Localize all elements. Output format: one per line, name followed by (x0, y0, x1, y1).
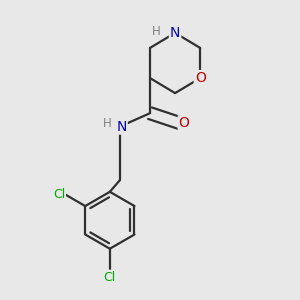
Text: H: H (103, 117, 112, 130)
Text: N: N (170, 26, 180, 40)
Text: H: H (152, 25, 161, 38)
Text: Cl: Cl (104, 271, 116, 284)
Text: Cl: Cl (53, 188, 65, 201)
Text: N: N (116, 120, 127, 134)
Text: O: O (195, 71, 206, 85)
Text: O: O (179, 116, 190, 130)
